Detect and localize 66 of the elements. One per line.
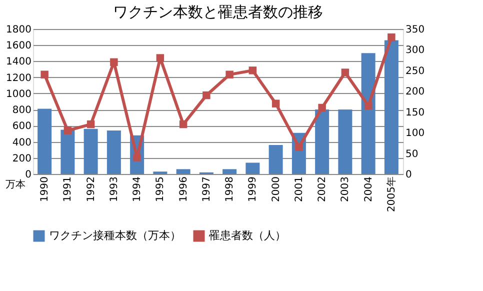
point [110,58,118,66]
point [248,66,257,74]
y-tick-label: 1200 [6,72,32,84]
point [295,143,303,151]
y-axis-title: 万本 [6,178,26,190]
x-tick-label: 1993 [108,176,120,202]
point [364,102,372,110]
point [86,120,95,128]
legend-label: 罹患者数（人） [208,229,286,242]
y2-tick-label: 350 [406,24,425,36]
point [388,33,396,42]
x-tick-label: 2002 [317,176,328,202]
point [226,70,234,78]
y2-tick-label: 0 [406,170,412,180]
bar [361,53,376,174]
y2-tick-label: 250 [406,66,425,77]
y-tick-label: 200 [12,153,32,164]
bar [268,145,283,174]
x-tick-label: 2003 [340,176,352,202]
point [156,54,164,62]
x-tick-label: 2000 [270,176,282,202]
point [272,100,280,108]
legend-label: ワクチン接種本数（万本） [49,229,181,242]
bar [106,130,121,174]
bar [384,40,398,174]
point [318,104,326,112]
x-tick-label: 1999 [248,176,259,202]
bar [246,162,260,174]
y2-tick-label: 200 [406,86,425,98]
x-tick-label: 1996 [178,176,190,202]
y-tick-label: 600 [12,121,32,132]
y-tick-label: 1600 [6,40,32,52]
point [133,154,141,162]
point [202,91,210,100]
y2-tick-label: 50 [406,148,418,160]
x-tick-label: 2004 [363,176,374,202]
y2-tick-label: 100 [406,128,425,140]
point [64,126,72,134]
x-tick-label: 2001 [294,176,305,202]
x-tick-label: 1990 [40,176,51,202]
y-tick-label: 800 [12,105,32,116]
x-tick-label: 1991 [62,176,74,202]
y-tick-label: 0 [25,170,32,180]
point [40,70,48,78]
y-tick-label: 400 [12,137,32,148]
x-tick-label: 1998 [224,176,236,202]
x-tick-label: 1995 [155,176,166,202]
x-tick-label: 2005年 [385,176,398,212]
bar [176,169,190,174]
y-tick-label: 1400 [6,56,32,68]
chart-title: ワクチン本数と罹患者数の推移 [113,3,323,21]
x-tick-label: 1994 [132,176,144,202]
y2-tick-label: 300 [406,45,425,56]
x-tick-label: 1992 [86,176,97,202]
y2-tick-label: 150 [406,107,425,118]
x-tick-label: 1997 [201,176,212,202]
bar [60,130,75,174]
bar [222,169,237,174]
bar [84,128,98,174]
point [341,68,350,76]
bar [315,110,330,174]
y-tick-label: 1800 [6,24,32,36]
point [179,120,188,128]
bar [38,108,52,174]
bar [338,110,352,174]
y-tick-label: 1000 [6,88,32,100]
